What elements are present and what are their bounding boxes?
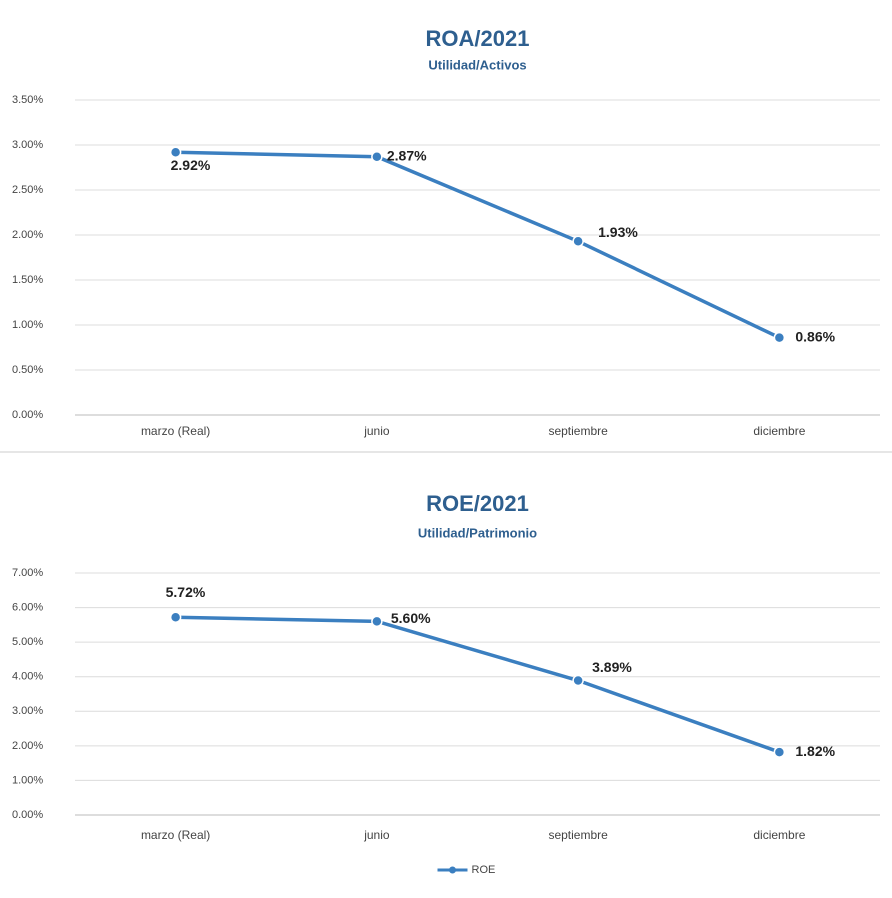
point xyxy=(371,615,383,628)
chart-subtitle: Utilidad/Patrimonio xyxy=(418,525,537,540)
x-tick-label: junio xyxy=(363,424,390,438)
y-tick-label: 1.50% xyxy=(12,274,43,286)
x-tick-label: marzo (Real) xyxy=(141,424,210,438)
y-tick-label: 7.00% xyxy=(12,567,43,579)
y-tick-label: 2.50% xyxy=(12,184,43,196)
y-tick-label: 2.00% xyxy=(12,229,43,241)
data-label: 0.86% xyxy=(795,328,835,344)
data-label: 2.87% xyxy=(387,147,427,163)
y-tick-label: 6.00% xyxy=(12,601,43,613)
data-label: 1.82% xyxy=(795,743,835,759)
x-tick-label: diciembre xyxy=(753,424,805,438)
y-tick-label: 1.00% xyxy=(12,319,43,331)
data-label: 5.60% xyxy=(391,610,431,626)
x-tick-label: septiembre xyxy=(548,424,608,438)
chart-title: ROA/2021 xyxy=(426,26,530,51)
y-tick-label: 5.00% xyxy=(12,636,43,648)
line xyxy=(175,150,781,340)
point xyxy=(572,235,584,248)
x-tick-label: septiembre xyxy=(548,828,608,842)
y-tick-label: 0.00% xyxy=(12,809,43,821)
y-tick-label: 3.50% xyxy=(12,94,43,106)
chart-subtitle: Utilidad/Activos xyxy=(428,57,526,72)
data-label: 5.72% xyxy=(166,584,206,600)
data-label: 3.89% xyxy=(592,659,632,675)
legend-marker xyxy=(449,866,456,874)
line xyxy=(175,615,780,754)
data-label: 1.93% xyxy=(598,224,638,240)
x-tick-label: junio xyxy=(363,828,390,842)
point xyxy=(169,611,182,624)
legend-label: ROE xyxy=(472,864,496,876)
point xyxy=(773,331,786,344)
y-tick-label: 0.00% xyxy=(12,409,43,421)
y-tick-label: 3.00% xyxy=(12,705,43,717)
point xyxy=(572,674,584,687)
y-tick-label: 0.50% xyxy=(12,364,43,376)
y-tick-label: 3.00% xyxy=(12,139,43,151)
point xyxy=(773,746,786,758)
point xyxy=(371,150,383,163)
y-tick-label: 2.00% xyxy=(12,740,43,752)
data-label: 2.92% xyxy=(171,157,211,173)
y-tick-label: 4.00% xyxy=(12,671,43,683)
chart-title: ROE/2021 xyxy=(426,491,529,516)
x-tick-label: diciembre xyxy=(753,828,805,842)
y-tick-label: 1.00% xyxy=(12,774,43,786)
point xyxy=(169,146,182,158)
x-tick-label: marzo (Real) xyxy=(141,828,210,842)
